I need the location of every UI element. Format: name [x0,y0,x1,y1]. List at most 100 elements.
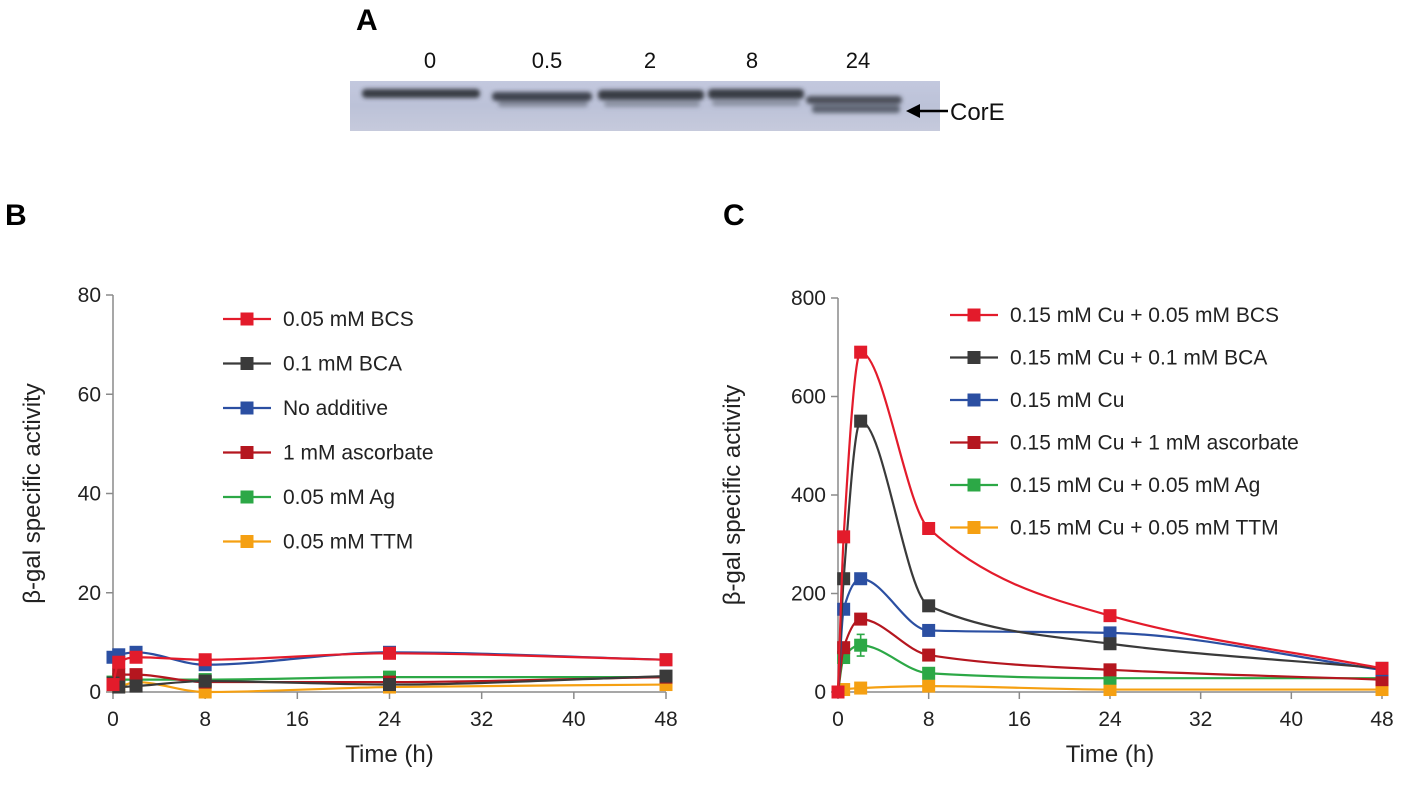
data-point [659,669,673,683]
legend: 0.05 mM BCS 0.1 mM BCA No additive 1 mM asc… [223,308,434,554]
data-point [854,572,868,586]
legend-label: 0.05 mM BCS [283,308,414,331]
data-point [129,668,143,682]
x-tick-label: 24 [1098,708,1122,731]
x-tick-label: 0 [107,708,119,731]
lane-label-0: 0 [424,48,436,73]
legend-label: 0.15 mM Cu + 1 mM ascorbate [1010,432,1299,455]
data-point [837,602,851,616]
x-tick-label: 32 [470,708,493,731]
x-tick-label: 0 [832,708,844,731]
blot-lane-labels: 0 0.5 2 8 24 [424,48,870,73]
series-layer [831,345,1389,699]
blot-band [812,105,900,113]
legend-label: 0.15 mM Cu + 0.05 mM TTM [1010,517,1279,540]
data-point [112,655,126,669]
blot-image [350,81,940,131]
axes: 0 200 400 600 800 0 8 16 24 32 40 48 [791,287,1394,731]
blot-bands [362,89,902,113]
legend-label: 0.15 mM Cu + 0.05 mM Ag [1010,474,1260,497]
legend-label: 0.15 mM Cu [1010,389,1124,412]
x-tick-label: 40 [1280,708,1303,731]
blot-band [604,101,700,107]
y-tick-label: 40 [78,483,101,506]
legend-item: 0.15 mM Cu [950,389,1124,412]
data-point [1103,626,1117,640]
series-0-15-mm-cu-1-mm-ascorbate [831,612,1389,699]
data-point [854,345,868,359]
legend-swatch-marker [240,312,254,326]
legend-swatch-marker [967,478,981,492]
blot-band [362,89,480,98]
y-tick-label: 20 [78,582,101,605]
legend-label: 1 mM ascorbate [283,442,434,465]
series-0-15-mm-cu-0-05-mm-bcs [831,345,1389,699]
series-layer [106,645,673,699]
data-point [854,414,868,428]
legend-item: 0.15 mM Cu + 0.1 mM BCA [950,347,1267,370]
lane-label-4: 24 [846,48,870,73]
data-point [922,521,936,535]
blot-arrow-head [906,104,920,118]
x-axis-title: Time (h) [1066,741,1154,768]
blot-band [492,92,592,101]
legend-swatch-marker [967,521,981,534]
blot-band [598,90,704,100]
x-tick-label: 16 [286,708,309,731]
legend-label: 0.1 mM BCA [283,353,402,376]
y-tick-label: 60 [78,383,101,406]
legend-swatch-marker [240,357,254,370]
legend-label: 0.05 mM TTM [283,531,413,554]
legend-label: 0.05 mM Ag [283,486,395,509]
data-point [106,678,120,692]
legend-swatch-marker [967,393,981,407]
legend-item: 0.1 mM BCA [223,353,402,376]
legend-swatch-marker [240,535,254,548]
data-point [1103,609,1117,623]
legend-swatch-marker [967,308,981,322]
data-point [922,623,936,637]
legend-swatch-marker [240,446,254,459]
y-tick-label: 0 [814,681,826,704]
x-tick-label: 8 [199,708,211,731]
data-point [854,681,868,695]
data-point [1103,637,1117,651]
data-point [1375,661,1389,675]
x-axis-title: Time (h) [345,741,433,768]
data-point [198,685,212,699]
data-point [129,679,143,693]
x-tick-label: 8 [923,708,935,731]
panel-letter-b: B [5,199,27,232]
data-point [1103,663,1117,677]
series-0-05-mm-bcs [106,646,673,692]
x-tick-label: 48 [1370,708,1393,731]
blot-target-label: CorE [950,99,1005,126]
data-point [129,650,143,664]
legend-item: 0.05 mM TTM [223,531,413,554]
data-point [198,653,212,667]
data-point [383,678,396,692]
y-tick-label: 200 [791,583,826,606]
data-point [1375,673,1389,687]
data-point [922,648,936,662]
x-tick-label: 48 [654,708,677,731]
legend-item: 0.05 mM Ag [223,486,395,509]
chart-panel-b: B 0 20 40 60 80 0 8 16 24 32 40 48 Time (h) β-gal spec… [5,199,678,768]
legend: 0.15 mM Cu + 0.05 mM BCS 0.15 mM Cu + 0.1… [950,304,1299,540]
y-tick-label: 80 [78,284,101,307]
data-point [831,685,845,699]
data-point [837,530,851,544]
y-axis-title: β-gal specific activity [19,383,46,604]
y-tick-label: 400 [791,484,826,507]
legend-swatch-marker [967,436,981,449]
data-point [383,646,396,660]
x-tick-label: 40 [562,708,585,731]
lane-label-2: 2 [644,48,656,73]
legend-item: 0.15 mM Cu + 1 mM ascorbate [950,432,1299,455]
legend-label: 0.15 mM Cu + 0.05 mM BCS [1010,304,1279,327]
blot-band [806,96,902,104]
data-point [854,612,868,626]
lane-label-1: 0.5 [532,48,563,73]
legend-item: 0.15 mM Cu + 0.05 mM Ag [950,474,1260,497]
